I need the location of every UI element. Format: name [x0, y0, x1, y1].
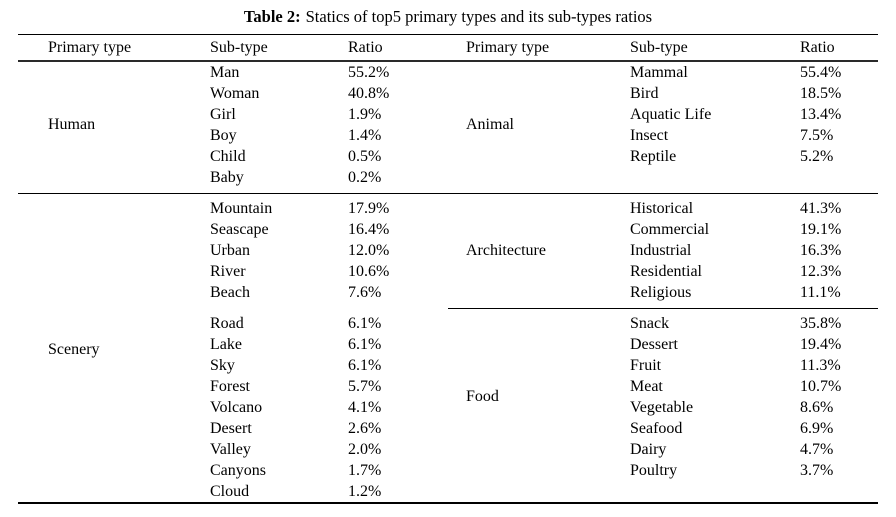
ratio-cell: 7.6%	[348, 284, 382, 301]
ratio-cell: 11.1%	[800, 284, 841, 301]
subtype-cell: Bird	[630, 85, 659, 102]
ratio-cell: 6.1%	[348, 315, 382, 332]
ratio-cell: 1.4%	[348, 127, 382, 144]
table-caption: Table 2: Statics of top5 primary types an…	[0, 7, 896, 27]
subtype-cell: Vegetable	[630, 399, 694, 416]
ratio-cell: 1.7%	[348, 462, 382, 479]
ratio-cell: 10.6%	[348, 263, 390, 280]
subtype-cell: Child	[210, 148, 246, 165]
subtype-cell: Seafood	[630, 420, 683, 437]
subtype-cell: Poultry	[630, 462, 678, 479]
subtype-cell: Aquatic Life	[630, 106, 712, 123]
subtype-cell: Urban	[210, 242, 250, 259]
subtype-cell: Dessert	[630, 336, 678, 353]
ratio-cell: 13.4%	[800, 106, 842, 123]
ratio-cell: 1.2%	[348, 483, 382, 500]
subtype-cell: Historical	[630, 200, 694, 217]
table-caption-text: Statics of top5 primary types and its su…	[305, 7, 653, 26]
subtype-cell: Industrial	[630, 242, 692, 259]
ratio-cell: 6.9%	[800, 420, 834, 437]
primary-type-animal: Animal	[466, 116, 514, 133]
subtype-cell: Valley	[210, 441, 251, 458]
ratio-cell: 41.3%	[800, 200, 842, 217]
ratio-cell: 6.1%	[348, 336, 382, 353]
subtype-cell: Residential	[630, 263, 702, 280]
ratio-cell: 4.1%	[348, 399, 382, 416]
subtype-cell: Woman	[210, 85, 260, 102]
subtype-cell: Meat	[630, 378, 663, 395]
ratio-cell: 2.6%	[348, 420, 382, 437]
subtype-cell: Cloud	[210, 483, 250, 500]
statistics-table: Primary type Sub-type Ratio Primary type…	[18, 34, 878, 504]
subtype-cell: Forest	[210, 378, 250, 395]
ratio-cell: 12.0%	[348, 242, 390, 259]
subtype-cell: Baby	[210, 169, 244, 186]
primary-type-scenery: Scenery	[48, 341, 100, 358]
subtype-cell: Seascape	[210, 221, 269, 238]
ratio-cell: 5.7%	[348, 378, 382, 395]
ratio-cell: 0.5%	[348, 148, 382, 165]
ratio-cell: 55.2%	[348, 64, 390, 81]
subtype-cell: Reptile	[630, 148, 677, 165]
ratio-cell: 4.7%	[800, 441, 834, 458]
ratio-cell: 19.4%	[800, 336, 842, 353]
col-header-ratio-left: Ratio	[348, 35, 448, 62]
ratio-cell: 2.0%	[348, 441, 382, 458]
subtype-cell: Road	[210, 315, 244, 332]
col-header-primary-type-right: Primary type	[448, 35, 630, 62]
ratio-cell: 40.8%	[348, 85, 390, 102]
subtype-cell: Mammal	[630, 64, 688, 81]
col-header-sub-type-right: Sub-type	[630, 35, 800, 62]
col-header-primary-type-left: Primary type	[18, 35, 210, 62]
subtype-cell: Fruit	[630, 357, 662, 374]
subtype-cell: Volcano	[210, 399, 263, 416]
primary-type-human: Human	[48, 116, 96, 133]
ratio-cell: 8.6%	[800, 399, 834, 416]
ratio-cell: 16.3%	[800, 242, 842, 259]
subtype-cell: Religious	[630, 284, 692, 301]
ratio-cell: 7.5%	[800, 127, 834, 144]
ratio-cell: 11.3%	[800, 357, 841, 374]
ratio-cell: 6.1%	[348, 357, 382, 374]
ratio-cell: 35.8%	[800, 315, 842, 332]
table-caption-number: Table 2:	[243, 7, 301, 26]
subtype-cell: Mountain	[210, 200, 273, 217]
ratio-cell: 19.1%	[800, 221, 842, 238]
col-header-ratio-right: Ratio	[800, 35, 878, 62]
subtype-cell: Sky	[210, 357, 235, 374]
ratio-cell: 55.4%	[800, 64, 842, 81]
subtype-cell: River	[210, 263, 246, 280]
ratio-cell: 16.4%	[348, 221, 390, 238]
ratio-cell: 17.9%	[348, 200, 390, 217]
ratio-cell: 18.5%	[800, 85, 842, 102]
subtype-cell: Insect	[630, 127, 669, 144]
primary-type-food: Food	[466, 388, 499, 405]
col-header-sub-type-left: Sub-type	[210, 35, 348, 62]
subtype-cell: Commercial	[630, 221, 710, 238]
subtype-cell: Snack	[630, 315, 670, 332]
ratio-cell: 0.2%	[348, 169, 382, 186]
subtype-cell: Canyons	[210, 462, 266, 479]
subtype-cell: Boy	[210, 127, 237, 144]
ratio-cell: 5.2%	[800, 148, 834, 165]
primary-type-architecture: Architecture	[466, 241, 546, 259]
subtype-cell: Lake	[210, 336, 242, 353]
ratio-cell: 12.3%	[800, 263, 842, 280]
subtype-cell: Girl	[210, 106, 236, 123]
subtype-cell: Desert	[210, 420, 252, 437]
ratio-cell: 1.9%	[348, 106, 382, 123]
subtype-cell: Beach	[210, 284, 250, 301]
subtype-cell: Man	[210, 64, 240, 81]
midrule-full-width	[18, 192, 878, 194]
midrule-right-half	[448, 307, 878, 309]
ratio-cell: 3.7%	[800, 462, 834, 479]
ratio-cell: 10.7%	[800, 378, 842, 395]
subtype-cell: Dairy	[630, 441, 667, 458]
